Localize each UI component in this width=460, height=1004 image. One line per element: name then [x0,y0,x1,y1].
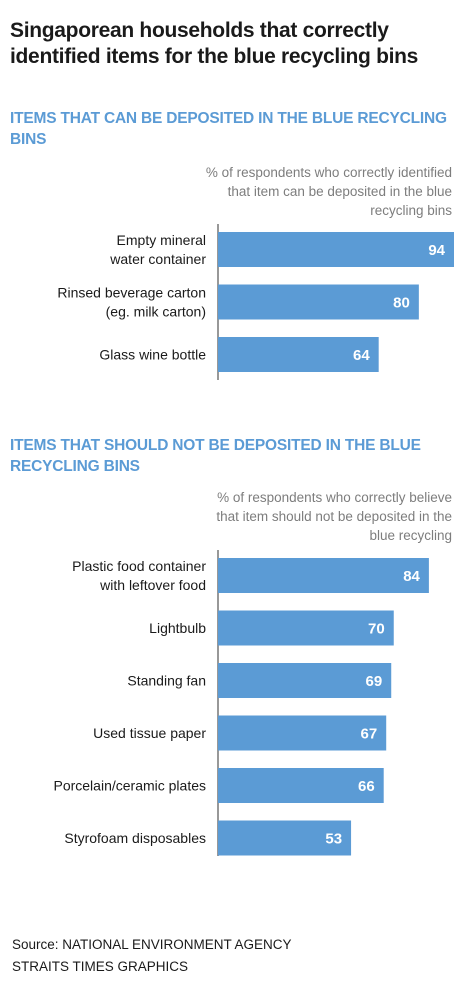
category-label: Styrofoam disposables [64,830,206,846]
section-1-title: ITEMS THAT CAN BE DEPOSITED IN THE BLUE … [10,110,447,148]
category-label: Glass wine bottle [99,347,206,363]
bar [218,558,429,593]
bar [218,610,394,646]
section-1-note: % of respondents who correctly identifie… [205,165,452,218]
source-line: Source: NATIONAL ENVIRONMENT AGENCY [12,937,292,952]
category-label: Rinsed beverage carton (eg. milk carton) [57,285,206,320]
bar [218,337,379,372]
data-label: 69 [366,673,383,690]
bar [218,284,419,320]
data-label: 80 [393,295,410,312]
category-label: Plastic food container with leftover food [72,558,206,593]
bar [218,768,384,803]
bar [218,663,392,698]
category-label: Porcelain/ceramic plates [53,778,206,794]
data-label: 70 [368,621,385,638]
data-label: 64 [353,347,370,364]
bar [218,715,387,751]
data-label: 53 [325,831,342,848]
bar [218,232,454,267]
category-label: Lightbulb [149,620,206,636]
category-label: Standing fan [127,673,206,689]
credit-line: STRAITS TIMES GRAPHICS [12,959,189,974]
category-label: Empty mineral water container [109,232,206,267]
data-label: 84 [403,568,420,585]
data-label: 66 [358,778,375,795]
section-2-title: ITEMS THAT SHOULD NOT BE DEPOSITED IN TH… [10,437,421,475]
data-label: 67 [361,726,378,743]
source-credit: Source: NATIONAL ENVIRONMENT AGENCY STRA… [12,934,292,978]
category-label: Used tissue paper [93,725,206,741]
section-2-note: % of respondents who correctly believe t… [216,490,452,543]
chart-1: 94 Empty mineral water container 80 Rinsed b… [57,224,454,380]
data-label: 94 [428,242,445,259]
bar [218,820,352,856]
chart-2: 84 Plastic food container with leftover fo… [53,550,429,856]
chart-title: Singaporean households that correctly id… [10,19,419,68]
